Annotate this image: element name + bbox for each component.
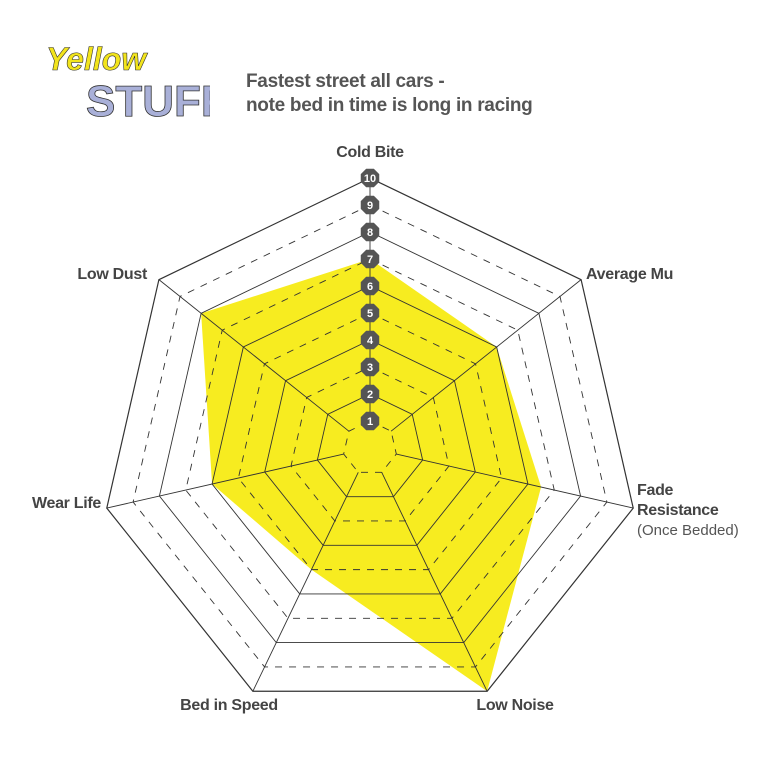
tick-label: 8: [367, 227, 373, 239]
tick-badge: [360, 222, 380, 242]
tick-badge: [360, 195, 380, 215]
tick-badge: [360, 330, 380, 350]
axis-label: Low Noise: [476, 697, 554, 714]
tick-badge: [360, 168, 380, 188]
chart-title: Fastest street all cars -: [246, 71, 445, 92]
axis-spoke: [381, 472, 488, 692]
tick-badge: [360, 276, 380, 296]
tick-label: 9: [367, 200, 373, 212]
tick-label: 2: [367, 389, 373, 401]
tick-label: 7: [367, 254, 373, 266]
grid-ring-3: [290, 366, 450, 522]
axis-label: Average Mu: [586, 266, 673, 283]
axis-spoke: [106, 453, 344, 509]
tick-badge: [360, 357, 380, 377]
axis-spoke: [252, 472, 359, 692]
axis-sublabel: (Once Bedded): [637, 522, 739, 539]
tick-label: 6: [367, 281, 373, 293]
chart-subtitle: note bed in time is long in racing: [246, 95, 533, 116]
tick-label: 3: [367, 362, 373, 374]
axis-label: Cold Bite: [336, 144, 404, 161]
grid-ring-7: [185, 258, 555, 619]
grid-ring-10: [106, 177, 634, 692]
tick-badge: [360, 411, 380, 431]
axis-label: Wear Life: [32, 495, 101, 512]
grid-ring-6: [211, 285, 529, 595]
grid-ring-2: [316, 393, 424, 498]
data-area: [201, 259, 542, 692]
tick-badge: [360, 303, 380, 323]
grid-ring-4: [264, 339, 476, 546]
axis-label: Bed in Speed: [180, 697, 278, 714]
axis-label: Fade: [637, 482, 674, 499]
tick-label: 5: [367, 308, 373, 320]
grid-ring-5: [237, 312, 503, 571]
tick-label: 1: [367, 416, 373, 428]
axis-spoke: [158, 279, 350, 432]
axis-spoke: [396, 453, 634, 509]
tick-badge: [360, 384, 380, 404]
tick-badge: [360, 249, 380, 269]
axis-label: Resistance: [637, 502, 719, 519]
axis-label: Low Dust: [77, 266, 148, 283]
chart-title-block: Fastest street all cars - note bed in ti…: [246, 70, 533, 118]
axis-spoke: [390, 279, 582, 432]
svg-text:Yellow: Yellow: [46, 41, 148, 77]
grid-ring-8: [158, 231, 582, 644]
tick-label: 10: [364, 173, 376, 185]
tick-label: 4: [367, 335, 374, 347]
